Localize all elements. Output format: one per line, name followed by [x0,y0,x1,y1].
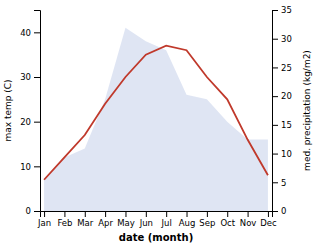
tick-mark [187,211,188,217]
x-axis-tick: Sep [199,211,215,228]
x-axis-tick: May [117,211,135,228]
tick-label: 30 [20,72,31,82]
tick-label: 0 [26,206,31,216]
tick-label: Dec [260,218,277,228]
tick-mark [166,211,167,217]
tick-mark [146,211,147,217]
x-axis-tick: Oct [220,211,235,228]
tick-mark [272,154,278,155]
y2-axis-tick: 10 [272,149,292,159]
x-axis-tick: Dec [260,211,277,228]
y2-axis-tick: 0 [272,206,286,216]
tick-mark [207,211,208,217]
tick-label: 15 [281,120,292,130]
tick-mark [34,122,40,123]
tick-label: Apr [98,218,113,228]
tick-mark [248,211,249,217]
tick-label: 5 [281,178,286,188]
y2-axis-tick: 35 [272,5,292,15]
tick-label: Mar [77,218,94,228]
tick-label: Nov [240,218,257,228]
tick-mark [272,125,278,126]
tick-label: Sep [199,218,215,228]
tick-label: May [117,218,135,228]
tick-label: 40 [20,28,31,38]
tick-label: 30 [281,34,292,44]
x-axis-tick: Jun [139,211,153,228]
chart: Jan Feb Mar Apr May Jun Jul AugSep Oct NovDec 0 10 2… [0,0,318,247]
y2-axis-line [273,11,279,212]
tick-mark [272,10,278,11]
x-axis-tick: Jan [37,211,51,228]
line [44,46,268,180]
tick-mark [227,211,228,217]
tick-label: 10 [20,162,31,172]
tick-label: Feb [57,218,72,228]
tick-label: 35 [281,5,292,15]
y-axis-line [34,11,41,212]
tick-mark [44,211,45,217]
y2-axis-tick: 20 [272,91,292,101]
tick-mark [34,77,40,78]
tick-mark [34,32,40,33]
tick-label: 20 [20,117,31,127]
x-axis-tick: Nov [240,211,257,228]
y-axis-tick: 30 [20,72,40,82]
tick-mark [272,96,278,97]
x-axis-tick: Jul [161,211,172,228]
tick-label: 20 [281,91,292,101]
x-axis-tick: Apr [98,211,113,228]
tick-mark [64,211,65,217]
x-axis-title: date (month) [119,232,193,243]
tick-label: 25 [281,63,292,73]
x-axis-tick: Mar [77,211,94,228]
y2-axis-tick: 25 [272,63,292,73]
y-axis-tick: 10 [20,162,40,172]
y-axis-title: max temp (C) [3,79,13,141]
tick-mark [272,67,278,68]
tick-mark [268,211,269,217]
tick-mark [85,211,86,217]
y-axis-tick: 40 [20,28,40,38]
x-axis: Jan Feb Mar Apr May Jun Jul AugSep Oct NovDec [37,211,277,228]
x-axis-line [41,212,273,218]
y2-axis-tick: 5 [272,178,286,188]
y2-axis-tick: 15 [272,120,292,130]
tick-mark [34,211,40,212]
tick-label: Jan [37,218,51,228]
tick-mark [105,211,106,217]
tick-label: 10 [281,149,292,159]
x-axis-tick: Feb [57,211,72,228]
x-axis-tick: Aug [179,211,196,228]
y2-axis-tick: 30 [272,34,292,44]
tick-label: Oct [220,218,235,228]
tick-label: Jun [139,218,153,228]
y2-axis-title: med. precipitation (kg/m2) [302,50,312,171]
area [44,28,268,211]
tick-mark [34,166,40,167]
tick-label: Aug [179,218,196,228]
tick-mark [272,211,278,212]
plot-area [44,28,268,211]
y-axis: 0 10 20 30 40 [20,11,40,217]
tick-label: 0 [281,206,286,216]
tick-mark [125,211,126,217]
y2-axis: 0 5 10 15 20 25 30 35 [272,5,292,216]
tick-mark [272,182,278,183]
tick-label: Jul [161,218,172,228]
y-axis-tick: 20 [20,117,40,127]
tick-mark [272,39,278,40]
y-axis-tick: 0 [26,206,40,216]
